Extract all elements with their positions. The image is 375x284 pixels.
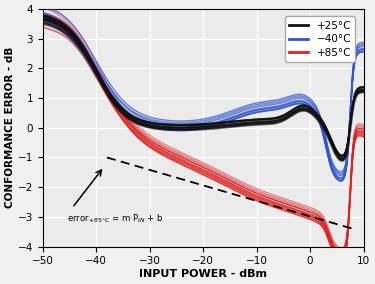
Text: error$_{+85°C}$ = m·P$_{IN}$ + b: error$_{+85°C}$ = m·P$_{IN}$ + b [67,212,164,225]
Legend: +25°C, −40°C, +85°C: +25°C, −40°C, +85°C [285,16,355,62]
Y-axis label: CONFORMANCE ERROR - dB: CONFORMANCE ERROR - dB [5,47,15,208]
X-axis label: INPUT POWER - dBm: INPUT POWER - dBm [139,269,267,279]
